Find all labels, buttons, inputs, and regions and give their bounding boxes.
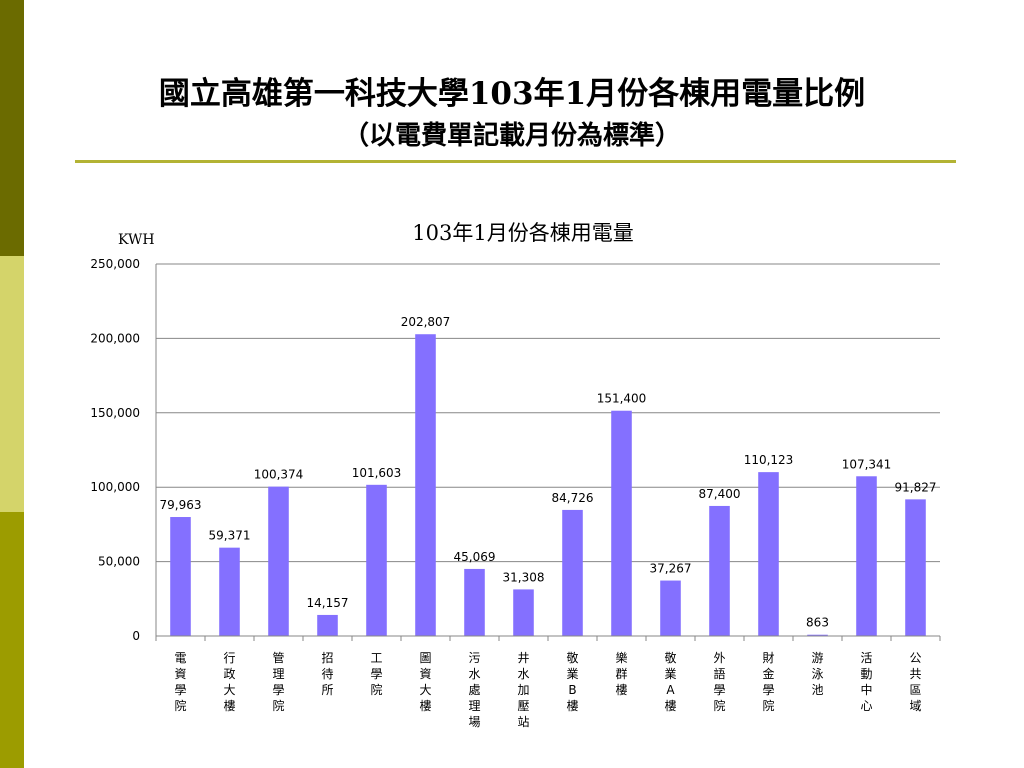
data-label: 202,807 [401, 315, 451, 329]
category-label: 樂群樓 [615, 650, 627, 697]
bar [562, 509, 583, 636]
bars [170, 334, 926, 636]
category-label: 游泳池 [811, 651, 823, 697]
data-label: 100,374 [254, 468, 304, 482]
category-label: 工學院 [370, 651, 382, 697]
data-labels: 79,963 59,371 100,374 14,157 101,603 202,807 4… [160, 315, 937, 629]
category-label: 行政大樓 [223, 651, 235, 713]
slide-title: 國立高雄第一科技大學103年1月份各棟用電量比例 [158, 76, 866, 112]
category-label: 敬業 A 樓 [664, 651, 676, 713]
data-label: 37,267 [650, 562, 692, 576]
data-label: 863 [806, 616, 829, 630]
category-label: 管理學院 [272, 650, 284, 713]
category-label: 污水處理場 [468, 651, 480, 729]
data-label: 84,726 [552, 491, 594, 505]
bar [415, 334, 436, 636]
data-label: 110,123 [744, 453, 794, 467]
bar [317, 614, 338, 636]
data-label: 45,069 [454, 550, 496, 564]
accent-bar-top [0, 0, 24, 256]
data-label: 101,603 [352, 466, 402, 480]
category-label: 招待所 [321, 651, 333, 697]
y-tick-label: 0 [132, 629, 140, 643]
data-label: 91,827 [895, 480, 937, 494]
slide-subtitle: （以電費單記載月份為標準） [342, 121, 681, 151]
category-label: 圖資大樓 [419, 651, 431, 713]
accent-bar-middle [0, 256, 24, 512]
bar [807, 634, 828, 636]
bar-chart: 103年1月份各棟用電量 KWH 0 50,000 100,000 150,000 20… [90, 221, 941, 729]
y-tick-label: 200,000 [90, 331, 140, 345]
bar [758, 472, 779, 636]
data-label: 14,157 [307, 596, 349, 610]
y-tick-label: 150,000 [90, 406, 140, 420]
category-label: 電資學院 [174, 651, 186, 713]
bar [268, 486, 289, 636]
bar [856, 476, 877, 636]
category-label: 活動中心 [860, 651, 872, 713]
category-label: 財金學院 [762, 650, 774, 713]
chart-title: 103年1月份各棟用電量 [412, 221, 633, 245]
bar [366, 484, 387, 636]
data-label: 151,400 [597, 392, 647, 406]
title-divider [75, 160, 956, 163]
bar [611, 410, 632, 636]
bar [660, 580, 681, 636]
y-tick-label: 100,000 [90, 480, 140, 494]
bar [219, 547, 240, 636]
x-axis [155, 264, 941, 641]
bar [170, 517, 191, 636]
y-axis-unit: KWH [118, 232, 155, 248]
y-tick-label: 250,000 [90, 257, 140, 271]
category-labels: 電資學院 行政大樓 管理學院 招待所 工學院 圖資大樓 污水處理場 井水加壓站 敬業 B 樓 樂群樓 敬… [174, 650, 921, 729]
category-label: 外語學院 [713, 651, 725, 713]
category-label: 公共區域 [909, 651, 921, 713]
data-label: 79,963 [160, 498, 202, 512]
y-tick-label: 50,000 [98, 555, 140, 569]
bar [709, 505, 730, 636]
bar [464, 568, 485, 636]
category-label: 井水加壓站 [517, 651, 529, 729]
category-label: 敬業 B 樓 [566, 651, 578, 713]
data-label: 87,400 [699, 487, 741, 501]
y-axis-ticks: 0 50,000 100,000 150,000 200,000 250,000 [90, 257, 140, 643]
bar [905, 499, 926, 636]
accent-bar-bottom [0, 512, 24, 768]
data-label: 107,341 [842, 457, 892, 471]
data-label: 59,371 [209, 529, 251, 543]
bar [513, 589, 534, 636]
data-label: 31,308 [503, 570, 545, 584]
